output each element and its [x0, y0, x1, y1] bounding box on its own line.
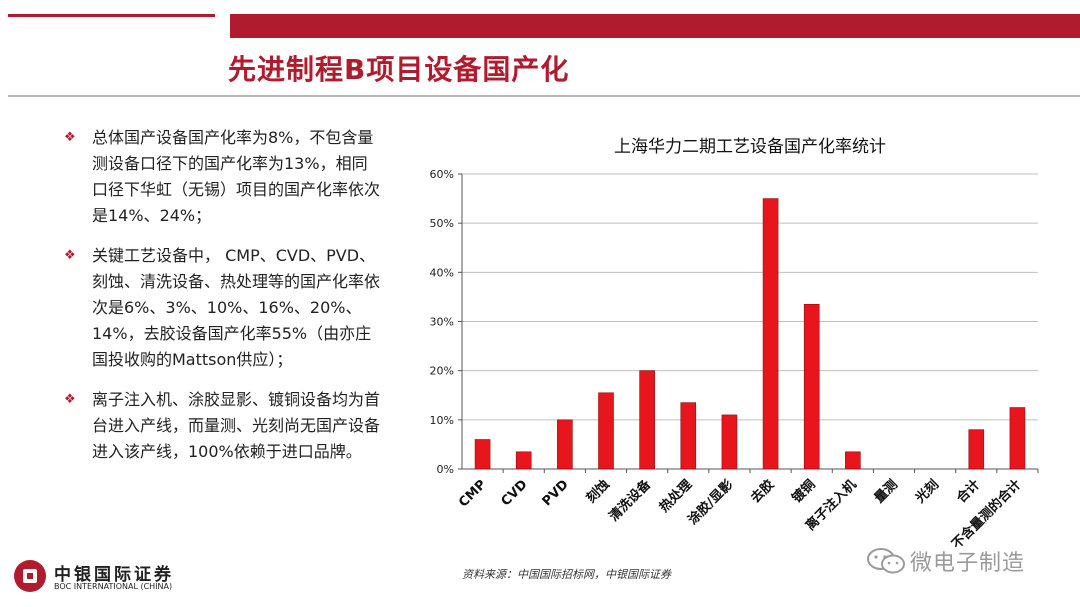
y-tick-label: 20%	[430, 365, 454, 378]
watermark-text: 微电子制造	[910, 551, 1026, 576]
bar-chart: 上海华力二期工艺设备国产化率统计 0% 10% 20% 30% 40% 50% 60% CMP C…	[430, 137, 1039, 552]
x-tick-label: 镀铜	[789, 477, 819, 507]
bar	[474, 439, 491, 470]
chart-title: 上海华力二期工艺设备国产化率统计	[614, 137, 886, 157]
x-tick-label: CVD	[498, 477, 530, 509]
watermark: 微电子制造	[866, 545, 1066, 579]
x-tick-label: 光刻	[912, 477, 942, 507]
company-logo: 中银国际证券 BOC INTERNATIONAL (CHINA)	[14, 558, 224, 596]
x-tick-label: 不含量测的合计	[949, 477, 1025, 553]
x-tick-label: CMP	[456, 477, 489, 510]
bar	[1009, 407, 1026, 470]
bullet-text: 离子注入机、涂胶显影、镀铜设备均为首台进入产线，而量测、光刻尚无国产设备进入该产…	[92, 390, 381, 461]
bar	[968, 429, 985, 470]
title-divider	[8, 95, 1080, 97]
y-tick-label: 50%	[430, 217, 454, 230]
chart-container: 上海华力二期工艺设备国产化率统计 0% 10% 20% 30% 40% 50% 60% CMP C…	[420, 128, 1050, 552]
diamond-bullet-icon: ❖	[64, 248, 76, 263]
x-tick-label: 去胶	[748, 477, 778, 507]
bar	[598, 392, 614, 470]
bar	[721, 414, 738, 470]
bar	[803, 303, 820, 470]
bullet-item: ❖ 离子注入机、涂胶显影、镀铜设备均为首台进入产线，而量测、光刻尚无国产设备进入…	[62, 387, 382, 465]
x-tick-label: 合计	[953, 477, 983, 507]
bar	[515, 451, 532, 470]
bar	[762, 198, 779, 470]
x-tick-label: 量测	[871, 477, 901, 507]
bar	[680, 402, 697, 470]
x-tick-label: 刻蚀	[583, 477, 613, 507]
x-tick-label: 涂胶/显影	[685, 477, 736, 528]
bullet-item: ❖ 总体国产设备国产化率为8%，不包含量测设备口径下的国产化率为13%，相同口径…	[62, 125, 382, 229]
bullet-item: ❖ 关键工艺设备中， CMP、CVD、PVD、刻蚀、清洗设备、热处理等的国产化率…	[62, 243, 382, 373]
bullet-list: ❖ 总体国产设备国产化率为8%，不包含量测设备口径下的国产化率为13%，相同口径…	[62, 125, 382, 479]
bank-logo-icon	[14, 560, 46, 592]
y-tick-label: 0%	[437, 463, 454, 476]
x-tick-label: 热处理	[656, 477, 695, 516]
header-band	[230, 14, 1080, 38]
diamond-bullet-icon: ❖	[64, 130, 76, 145]
source-note: 资料来源：中国国际招标网，中银国际证券	[462, 568, 671, 581]
x-tick-label: PVD	[540, 477, 572, 509]
slide-title: 先进制程B项目设备国产化	[228, 53, 570, 86]
bar	[639, 370, 655, 470]
bar	[557, 419, 573, 470]
bar	[845, 451, 861, 470]
logo-name-cn: 中银国际证券	[54, 565, 174, 585]
y-tick-label: 30%	[430, 316, 454, 329]
y-tick-label: 40%	[430, 266, 454, 279]
logo-name-en: BOC INTERNATIONAL (CHINA)	[54, 582, 173, 591]
y-tick-label: 60%	[430, 168, 454, 181]
bullet-text: 总体国产设备国产化率为8%，不包含量测设备口径下的国产化率为13%，相同口径下华…	[92, 128, 381, 225]
bullet-text: 关键工艺设备中， CMP、CVD、PVD、刻蚀、清洗设备、热处理等的国产化率依次…	[92, 246, 381, 369]
wechat-icon	[867, 548, 905, 574]
x-tick-label: 清洗设备	[606, 476, 655, 525]
top-rule-left	[8, 14, 215, 17]
y-tick-label: 10%	[430, 414, 454, 427]
diamond-bullet-icon: ❖	[64, 392, 76, 407]
